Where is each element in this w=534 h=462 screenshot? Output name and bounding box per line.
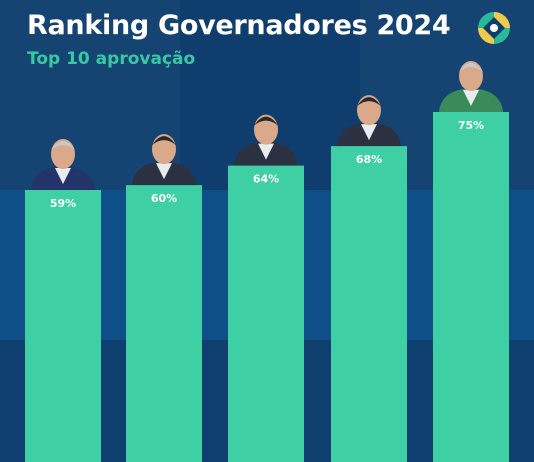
bar-value-label: 60% — [151, 192, 177, 205]
governor-portrait — [234, 114, 298, 166]
bar-value-label: 64% — [253, 173, 279, 186]
bar — [331, 146, 407, 462]
governor-portrait — [31, 139, 95, 190]
governor-portrait — [439, 61, 503, 112]
bar — [25, 190, 101, 462]
bar — [228, 165, 304, 462]
chart-title: Ranking Governadores 2024 — [27, 10, 451, 41]
governor-portrait — [132, 134, 196, 186]
bar-value-label: 59% — [50, 197, 76, 210]
bar — [126, 185, 202, 462]
chart-subtitle: Top 10 aprovação — [27, 49, 196, 69]
bar-value-label: 68% — [356, 153, 382, 166]
bar — [433, 112, 509, 462]
brand-logo-icon — [478, 12, 510, 44]
bar-value-label: 75% — [458, 119, 484, 132]
governor-portrait — [337, 95, 401, 147]
